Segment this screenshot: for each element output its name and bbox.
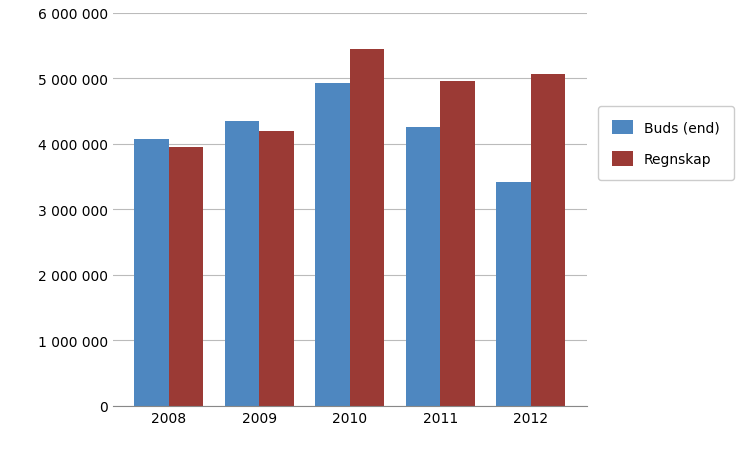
Bar <box>350 50 384 406</box>
Bar <box>259 132 293 406</box>
Bar <box>315 84 350 406</box>
Bar <box>531 74 565 406</box>
Bar <box>135 140 168 406</box>
Bar <box>225 121 259 406</box>
Legend: Buds (end), Regnskap: Buds (end), Regnskap <box>599 107 734 181</box>
Bar <box>440 82 475 406</box>
Bar <box>496 182 531 406</box>
Bar <box>168 147 203 406</box>
Bar <box>406 128 440 406</box>
